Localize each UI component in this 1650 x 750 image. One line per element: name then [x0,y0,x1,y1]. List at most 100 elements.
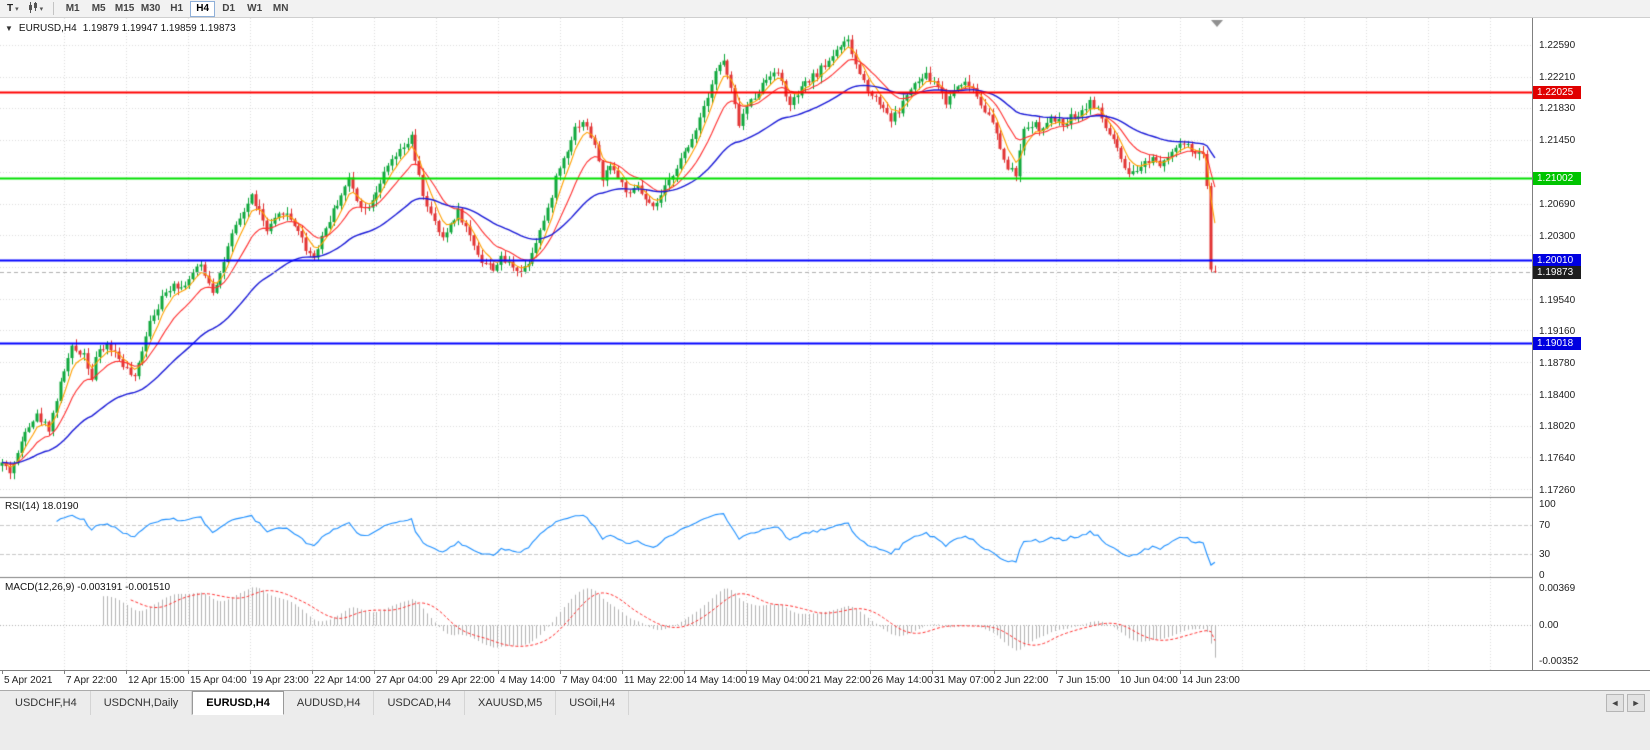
time-tick [250,671,251,674]
time-axis-label: 5 Apr 2021 [4,675,53,686]
time-axis-label: 21 May 22:00 [810,675,871,686]
price-tag-1.19018: 1.19018 [1533,337,1581,351]
tab-xauusd-m5[interactable]: XAUUSD,M5 [465,691,557,715]
time-tick [498,671,499,674]
price-axis-label: 1.18780 [1539,358,1576,370]
time-tick [994,671,995,674]
time-tick [1118,671,1119,674]
time-axis-label: 12 Apr 15:00 [128,675,185,686]
one-click-trading-icon[interactable]: ▼ [5,24,13,33]
time-axis-label: 26 May 14:00 [872,675,933,686]
chart-ohlc-values: 1.19879 1.19947 1.19859 1.19873 [82,23,236,34]
rsi-indicator-label: RSI(14) 18.0190 [5,501,79,512]
chart-type-button[interactable]: ▾ [24,1,48,17]
time-axis-label: 11 May 22:00 [624,675,684,686]
price-tag-1.22025: 1.22025 [1533,86,1581,100]
rsi-axis-label: 70 [1539,520,1551,532]
time-tick [932,671,933,674]
timeframe-button-w1[interactable]: W1 [242,1,267,17]
time-tick [374,671,375,674]
price-axis-label: 1.17260 [1539,484,1576,496]
chevron-down-icon: ▾ [15,5,19,13]
price-axis-label: 1.17640 [1539,453,1576,465]
time-axis-label: 19 May 04:00 [748,675,809,686]
timeframe-button-m15[interactable]: M15 [112,1,137,17]
time-axis-label: 7 May 04:00 [562,675,618,686]
toolbar: T ▾ ▾ M1 M5 M15 M30 H1 H4 D1 W1 MN [0,0,1650,18]
time-tick [870,671,871,674]
rsi-axis-label: 100 [1539,499,1556,510]
timeframe-button-m30[interactable]: M30 [138,1,163,17]
time-tick [1180,671,1181,674]
timeframe-button-m1[interactable]: M1 [60,1,85,17]
time-axis-label: 14 Jun 23:00 [1182,675,1240,686]
time-axis-label: 22 Apr 14:00 [314,675,371,686]
time-tick [684,671,685,674]
time-axis-label: 31 May 07:00 [934,675,995,686]
tab-scroll-buttons: ◄ ► [1606,694,1645,712]
price-axis-label: 1.22210 [1539,71,1576,83]
chart-tabs: USDCHF,H4 USDCNH,Daily EURUSD,H4 AUDUSD,H4 U… [0,691,1650,715]
time-tick [746,671,747,674]
tab-usdchf-h4[interactable]: USDCHF,H4 [2,691,91,715]
rsi-axis-label: 30 [1539,548,1551,560]
timeframe-button-m5[interactable]: M5 [86,1,111,17]
time-axis-label: 29 Apr 22:00 [438,675,495,686]
time-tick [622,671,623,674]
timeframe-buttons: M1 M5 M15 M30 H1 H4 D1 W1 MN [60,0,293,17]
time-tick [808,671,809,674]
macd-axis-label: -0.00352 [1539,656,1579,667]
chart-symbol-label: EURUSD,H4 [18,23,77,34]
price-axis-label: 1.21450 [1539,135,1576,147]
time-axis-label: 19 Apr 23:00 [252,675,309,686]
time-tick [1056,671,1057,674]
macd-axis-label: 0.00 [1539,620,1559,632]
price-axis-label: 1.22590 [1539,39,1576,51]
timeframe-button-d1[interactable]: D1 [216,1,241,17]
time-axis[interactable]: 5 Apr 2021 7 Apr 22:00 12 Apr 15:00 15 Apr … [0,670,1650,690]
timeframe-button-h1[interactable]: H1 [164,1,189,17]
time-axis-label: 14 May 14:00 [686,675,747,686]
price-axis-label: 1.18020 [1539,421,1576,433]
time-tick [436,671,437,674]
price-axis-label: 1.19540 [1539,294,1576,306]
tab-scroll-left-button[interactable]: ◄ [1606,694,1624,712]
price-axis-label: 1.21830 [1539,103,1576,115]
rsi-axis-label: 0 [1539,570,1545,581]
price-axis-label: 1.19160 [1539,326,1576,338]
chevron-down-icon: ▾ [39,5,44,13]
time-tick [312,671,313,674]
price-axis-label: 1.20690 [1539,198,1576,210]
candlestick-chart-icon [28,1,38,16]
chart-symbol-overlay: ▼ EURUSD,H4 1.19879 1.19947 1.19859 1.19… [5,23,236,34]
timeframe-button-mn[interactable]: MN [268,1,293,17]
macd-indicator-label: MACD(12,26,9) -0.003191 -0.001510 [5,582,171,593]
footer: USDCHF,H4 USDCNH,Daily EURUSD,H4 AUDUSD,H4 U… [0,690,1650,750]
time-axis-label: 15 Apr 04:00 [190,675,247,686]
time-tick [126,671,127,674]
price-tag-1.21002: 1.21002 [1533,171,1581,185]
tab-scroll-right-button[interactable]: ► [1627,694,1645,712]
tab-eurusd-h4[interactable]: EURUSD,H4 [192,691,284,715]
tab-audusd-h4[interactable]: AUDUSD,H4 [284,691,375,715]
price-axis-label: 1.18400 [1539,389,1576,401]
price-tag-1.20010: 1.20010 [1533,254,1581,268]
text-tool-label: T [7,3,14,14]
tab-usdcnh-daily[interactable]: USDCNH,Daily [91,691,193,715]
time-axis-label: 10 Jun 04:00 [1120,675,1178,686]
price-tag-1.19873: 1.19873 [1533,265,1581,279]
price-axis-label: 1.20300 [1539,231,1576,243]
time-axis-label: 7 Apr 22:00 [66,675,118,686]
time-axis-label: 7 Jun 15:00 [1058,675,1111,686]
toolbar-separator [53,2,55,15]
time-tick [64,671,65,674]
tab-usoil-h4[interactable]: USOil,H4 [556,691,630,715]
price-axis[interactable]: 1.22590 1.22210 1.21830 1.21450 1.20690 1.203… [1532,18,1650,670]
macd-axis-label: 0.00369 [1539,583,1576,594]
price-chart-canvas[interactable] [0,18,1532,670]
tab-usdcad-h4[interactable]: USDCAD,H4 [374,691,466,715]
text-tool-button[interactable]: T ▾ [3,1,23,17]
time-axis-label: 4 May 14:00 [500,675,556,686]
timeframe-button-h4[interactable]: H4 [190,0,216,17]
